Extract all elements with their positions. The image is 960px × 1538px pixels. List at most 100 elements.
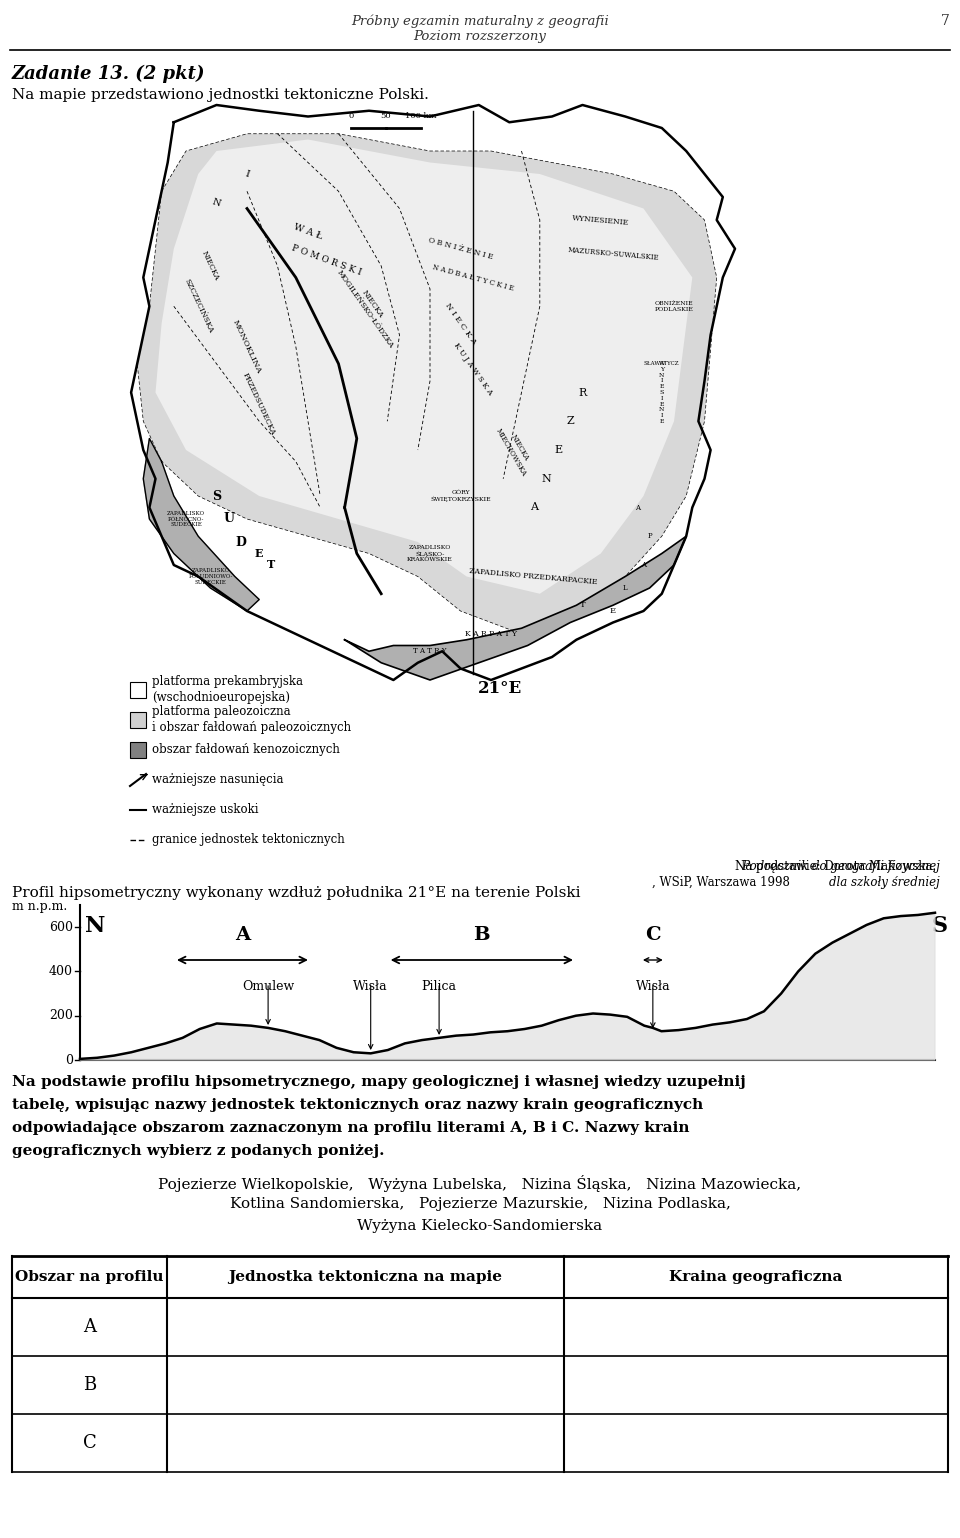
Text: Obszar na profilu: Obszar na profilu	[15, 1270, 164, 1284]
Text: NIECKA
MOGILEŃSKO-ŁÓDZKA: NIECKA MOGILEŃSKO-ŁÓDZKA	[335, 263, 403, 349]
Text: Jednostka tektoniczna na mapie: Jednostka tektoniczna na mapie	[228, 1270, 502, 1284]
Text: ważniejsze nasunięcia: ważniejsze nasunięcia	[152, 774, 283, 786]
Text: Omulew: Omulew	[242, 980, 294, 994]
Text: Na podstawie: Dorota Makowska,: Na podstawie: Dorota Makowska,	[735, 860, 940, 874]
Text: 600: 600	[49, 921, 73, 934]
Text: MONOKLINA: MONOKLINA	[231, 318, 263, 375]
Bar	[125, 105, 735, 680]
Text: N: N	[541, 474, 551, 484]
Text: 7: 7	[941, 14, 950, 28]
Text: ZAPADLISKO
ŚLĄSKO-
KRAKOWSKIE: ZAPADLISKO ŚLĄSKO- KRAKOWSKIE	[407, 544, 453, 563]
Text: 21°E: 21°E	[478, 680, 522, 697]
Text: ZAPADLISKO PRZEDKARPACKIE: ZAPADLISKO PRZEDKARPACKIE	[469, 568, 598, 586]
Text: PRZEDSUDECKA: PRZEDSUDECKA	[241, 372, 277, 437]
Text: T: T	[580, 601, 586, 609]
Text: Na podstawie profilu hipsometrycznego, mapy geologicznej i własnej wiedzy uzupeł: Na podstawie profilu hipsometrycznego, m…	[12, 1075, 746, 1089]
Text: K U J A W S K A: K U J A W S K A	[451, 341, 493, 397]
Polygon shape	[132, 105, 735, 680]
Text: C: C	[83, 1433, 96, 1452]
Text: 0: 0	[348, 112, 353, 120]
Text: P O M O R S K I: P O M O R S K I	[290, 243, 363, 277]
Text: odpowiadające obszarom zaznaczonym na profilu literami A, B i C. Nazwy krain: odpowiadające obszarom zaznaczonym na pr…	[12, 1121, 689, 1135]
Text: Wisła: Wisła	[636, 980, 670, 994]
Text: obszar fałdowań kenozoicznych: obszar fałdowań kenozoicznych	[152, 743, 340, 757]
Text: L: L	[623, 584, 628, 592]
Text: A: A	[635, 503, 640, 512]
Text: N: N	[211, 197, 222, 208]
Text: granice jednostek tektonicznych: granice jednostek tektonicznych	[152, 834, 345, 846]
Text: I: I	[244, 169, 251, 178]
Text: W
Y
N
I
E
S
I
E
N
I
E: W Y N I E S I E N I E	[659, 361, 665, 424]
Text: OBNIŻENIE
PODLASKIE: OBNIŻENIE PODLASKIE	[655, 301, 693, 312]
Text: 50: 50	[380, 112, 391, 120]
Text: B: B	[83, 1377, 96, 1393]
Text: MAZURSKO-SUWALSKIE: MAZURSKO-SUWALSKIE	[567, 246, 659, 263]
Text: C: C	[645, 926, 660, 944]
Text: E: E	[554, 444, 563, 455]
Text: ZAPADLISKO
PÓŁNOCNO-
SUDECKIE: ZAPADLISKO PÓŁNOCNO- SUDECKIE	[167, 511, 205, 528]
Text: Z: Z	[566, 417, 574, 426]
Bar	[12, 1257, 948, 1298]
Text: E: E	[610, 608, 616, 615]
Bar	[130, 741, 146, 758]
Text: Wisła: Wisła	[353, 980, 388, 994]
Text: Poziom rozszerzony: Poziom rozszerzony	[414, 31, 546, 43]
Text: geograficznych wybierz z podanych poniżej.: geograficznych wybierz z podanych poniże…	[12, 1144, 385, 1158]
Text: , WSiP, Warszawa 1998: , WSiP, Warszawa 1998	[652, 877, 790, 889]
Text: A: A	[235, 926, 250, 944]
Text: N A D B A Ł T Y C K I E: N A D B A Ł T Y C K I E	[431, 263, 515, 292]
Text: A: A	[530, 503, 538, 512]
Text: Zadanie 13. (2 pkt): Zadanie 13. (2 pkt)	[12, 65, 205, 83]
Text: 100 km: 100 km	[405, 112, 437, 120]
Text: ważniejsze uskoki: ważniejsze uskoki	[152, 803, 258, 817]
Text: T: T	[267, 560, 276, 571]
Text: Profil hipsometryczny wykonany wzdłuż południka 21°E na terenie Polski: Profil hipsometryczny wykonany wzdłuż po…	[12, 886, 581, 900]
Text: 0: 0	[65, 1054, 73, 1066]
Text: platforma paleozoiczna
i obszar fałdowań paleozoicznych: platforma paleozoiczna i obszar fałdowań…	[152, 706, 351, 735]
Text: T A T R Y: T A T R Y	[413, 647, 446, 655]
Text: 200: 200	[49, 1009, 73, 1023]
Text: W A Ł: W A Ł	[293, 221, 324, 241]
Text: N: N	[84, 915, 106, 937]
Text: S: S	[212, 489, 221, 503]
Polygon shape	[143, 438, 259, 611]
Polygon shape	[137, 134, 717, 634]
Text: 400: 400	[49, 964, 73, 978]
Text: Wyżyna Kielecko-Sandomierska: Wyżyna Kielecko-Sandomierska	[357, 1220, 603, 1233]
Text: NIECKA: NIECKA	[200, 249, 221, 281]
Text: S: S	[932, 915, 948, 937]
Text: A: A	[641, 561, 646, 569]
Text: E: E	[255, 548, 263, 558]
Text: SZCZECIŃSKA: SZCZECIŃSKA	[182, 278, 214, 335]
Text: NIECKA
MIECHOWSKA: NIECKA MIECHOWSKA	[494, 423, 537, 478]
Text: SŁAWATYCZ: SŁAWATYCZ	[644, 361, 680, 366]
Text: dla szkoły średniej: dla szkoły średniej	[829, 877, 940, 889]
Polygon shape	[80, 912, 935, 1060]
Bar	[130, 712, 146, 727]
Text: m n.p.m.: m n.p.m.	[12, 900, 67, 914]
Text: ZAPADLISKO
POŁUDNIOWO-
SUDECKIE: ZAPADLISKO POŁUDNIOWO- SUDECKIE	[188, 568, 232, 584]
Text: Podręcznik do geografii fizycznej: Podręcznik do geografii fizycznej	[551, 860, 940, 874]
Text: O B N I Ż E N I E: O B N I Ż E N I E	[427, 237, 493, 261]
Text: platforma prekambryjska
(wschodnioeuropejska): platforma prekambryjska (wschodnioeurope…	[152, 675, 303, 704]
Text: GÓRY
ŚWIĘTOKRZYSKIE: GÓRY ŚWIĘTOKRZYSKIE	[430, 491, 491, 501]
Text: Pilica: Pilica	[421, 980, 457, 994]
Text: Próbny egzamin maturalny z geografii: Próbny egzamin maturalny z geografii	[351, 14, 609, 28]
Text: Kotlina Sandomierska,   Pojezierze Mazurskie,   Nizina Podlaska,: Kotlina Sandomierska, Pojezierze Mazursk…	[229, 1197, 731, 1210]
Text: Pojezierze Wielkopolskie,   Wyżyna Lubelska,   Nizina Śląska,   Nizina Mazowieck: Pojezierze Wielkopolskie, Wyżyna Lubelsk…	[158, 1175, 802, 1192]
Text: WYNIESIENIE: WYNIESIENIE	[572, 214, 630, 226]
Polygon shape	[156, 140, 692, 594]
Text: Na mapie przedstawiono jednostki tektoniczne Polski.: Na mapie przedstawiono jednostki tektoni…	[12, 88, 429, 102]
Bar	[130, 681, 146, 698]
Text: K A R P A T Y: K A R P A T Y	[465, 631, 517, 638]
Text: U: U	[223, 512, 234, 526]
Text: tabelę, wpisując nazwy jednostek tektonicznych oraz nazwy krain geograficznych: tabelę, wpisując nazwy jednostek tektoni…	[12, 1098, 704, 1112]
Text: B: B	[473, 926, 491, 944]
Text: Kraina geograficzna: Kraina geograficzna	[669, 1270, 843, 1284]
Text: P: P	[647, 532, 652, 540]
Text: A: A	[83, 1318, 96, 1337]
Text: D: D	[235, 535, 247, 549]
Text: N I E C K A: N I E C K A	[444, 301, 478, 346]
Polygon shape	[345, 537, 686, 680]
Text: R: R	[578, 388, 587, 397]
